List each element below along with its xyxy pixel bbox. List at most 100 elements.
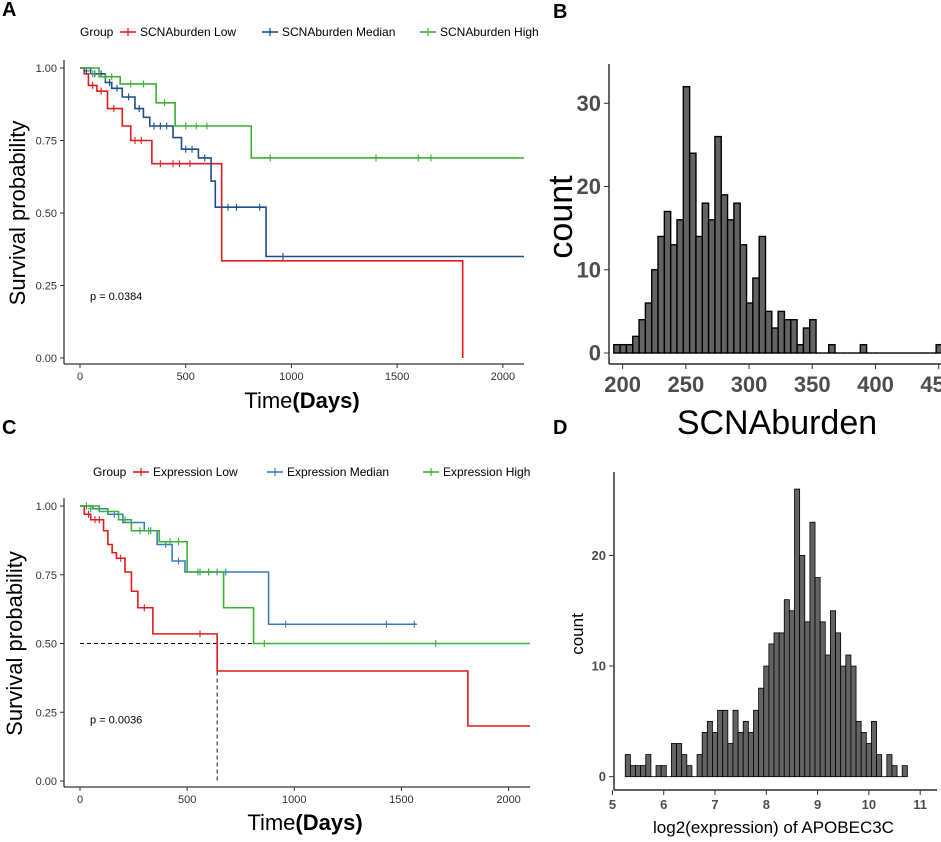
histogram-bar [701, 202, 710, 354]
histogram-bar [753, 709, 760, 778]
histogram-bar [681, 754, 688, 778]
histogram-bar [799, 555, 806, 778]
legend-label-3: Expression High [443, 465, 530, 479]
x-axis-title-unit: (Days) [295, 810, 362, 835]
y-tick-label: 20 [592, 548, 606, 563]
histogram-bar [859, 343, 868, 354]
histogram-bar [695, 235, 703, 354]
histogram-bar [865, 743, 872, 778]
panel-label-d: D [553, 417, 567, 439]
histogram-bar [768, 643, 775, 778]
y-tick-label: 10 [577, 257, 601, 282]
y-axis-title: Survival probability [2, 551, 27, 736]
histogram-bar [726, 219, 735, 354]
x-tick-label: 250 [667, 372, 704, 397]
y-tick-label: 0.75 [36, 570, 57, 582]
histogram-bar [778, 632, 785, 778]
km-curve-1 [80, 67, 464, 358]
x-axis-title-time: Time [244, 388, 292, 413]
histogram-bar [717, 709, 724, 778]
histogram-bar [752, 277, 760, 354]
histogram-bar [777, 310, 786, 354]
histogram-bar [871, 720, 877, 778]
x-tick-label: 10 [862, 797, 876, 812]
panel-label-a: A [2, 0, 16, 21]
x-tick-label: 6 [660, 797, 667, 812]
histogram-bar [638, 319, 647, 354]
histogram-bar [651, 269, 659, 354]
km-curve-1 [80, 505, 530, 727]
x-tick-label: 1500 [385, 371, 409, 383]
y-axis-title: count [568, 613, 587, 655]
p-value: p = 0.0036 [90, 714, 142, 726]
histogram-bar [671, 743, 677, 778]
y-tick-label: 0.25 [36, 281, 57, 293]
histogram-bar [737, 732, 744, 778]
histogram-bar [645, 754, 652, 778]
y-tick-label: 0 [589, 341, 601, 366]
histogram-bar [635, 765, 642, 778]
km-curve-2 [80, 67, 524, 258]
km-curve-3 [80, 67, 524, 159]
histogram-bar [773, 632, 780, 778]
histogram-bar [732, 709, 739, 778]
histogram-bar [783, 319, 792, 354]
histogram-bar [764, 310, 773, 354]
y-tick-label: 0 [599, 769, 606, 784]
histogram-bar [742, 720, 749, 778]
x-tick-label: 7 [711, 797, 718, 812]
x-tick-label: 300 [731, 372, 768, 397]
x-tick-label: 0 [77, 794, 83, 806]
y-tick-label: 0.00 [36, 776, 57, 788]
x-axis-title: log2(expression) of APOBEC3C [653, 818, 894, 837]
histogram-bar [814, 577, 821, 778]
histogram-bar [712, 732, 718, 778]
chart-d-histogram: 0 10 20 5 6 7 8 9 10 11 log2(expression) of APOBEC… [568, 472, 937, 837]
x-tick-label: 350 [794, 372, 831, 397]
histogram-bar [696, 754, 703, 778]
x-axis-title: SCNAburden [677, 404, 877, 442]
histogram-bar [676, 219, 685, 354]
histogram-bar [655, 765, 662, 778]
legend-label-3: SCNAburden High [440, 25, 539, 39]
y-tick-label: 0.25 [36, 707, 57, 719]
y-tick-label: 0.50 [36, 639, 57, 651]
chart-b-histogram: 0 10 20 30 200 250 300 350 400 450 SCNAburden count [542, 64, 941, 442]
x-tick-label: 1500 [389, 794, 413, 806]
histogram-bar [827, 343, 836, 354]
histogram-bar [835, 632, 842, 778]
histogram-bar [758, 687, 765, 778]
legend-label-1: SCNAburden Low [140, 25, 236, 39]
histogram-bar [706, 720, 713, 778]
histogram-bar [707, 219, 716, 354]
histogram-bar [802, 327, 811, 354]
p-value: p = 0.0384 [90, 291, 142, 303]
y-axis-title: Survival probability [5, 121, 30, 306]
panel-label-c: C [2, 417, 16, 439]
histogram-bar [763, 665, 770, 778]
x-tick-label: 0 [77, 371, 83, 383]
histogram-bar [809, 521, 816, 778]
histogram-bar [901, 765, 908, 778]
histogram-bar [613, 343, 621, 354]
histogram-bar [688, 152, 697, 354]
x-tick-label: 1000 [279, 371, 303, 383]
histogram-bar [935, 343, 941, 354]
chart-c-km: Group Expression Low Expression Median Expr… [2, 465, 530, 835]
histogram-bar [624, 754, 631, 778]
histogram-bar [819, 621, 826, 778]
km-curve-2 [80, 505, 417, 626]
y-tick-label: 0.50 [36, 208, 57, 220]
x-tick-label: 11 [913, 797, 927, 812]
legend-title: Group [93, 465, 127, 479]
y-tick-label: 10 [592, 659, 606, 674]
histogram-bar [722, 709, 729, 778]
y-tick-label: 20 [577, 174, 601, 199]
histogram-bar [625, 343, 634, 354]
legend-label-2: Expression Median [287, 465, 389, 479]
histogram-bar [794, 488, 801, 778]
y-tick-label: 30 [577, 91, 601, 116]
histogram-bar [886, 754, 893, 778]
